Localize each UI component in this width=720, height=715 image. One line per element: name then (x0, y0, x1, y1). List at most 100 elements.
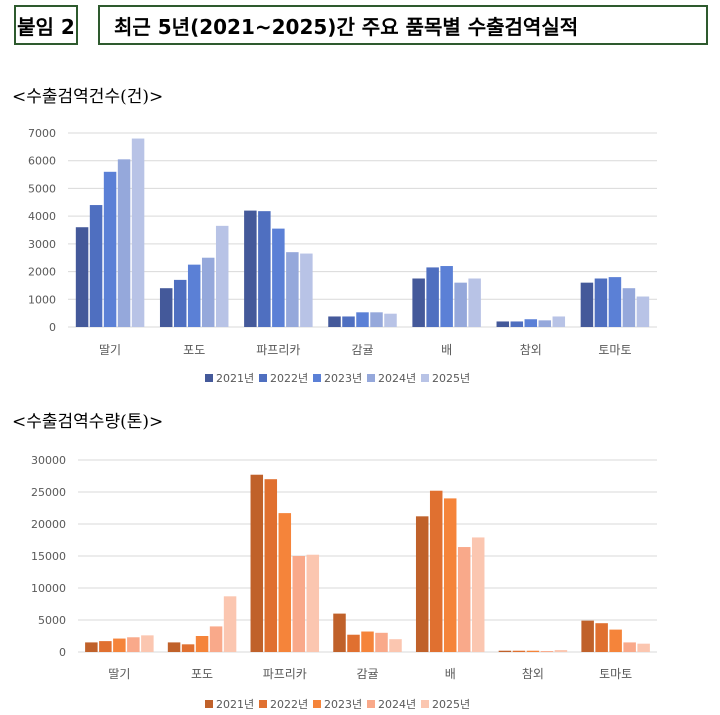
category-label: 딸기 (99, 343, 121, 357)
chart-export-inspection-count: 0 1000 2000 3000 4000 5000 6000 7000 딸기 포도 파프리카 감귤 배… (28, 127, 657, 385)
bar-2025년-딸기 (141, 635, 154, 652)
legend-swatch (313, 374, 321, 382)
category-label: 파프리카 (263, 667, 307, 681)
bar-2021년-포도 (167, 642, 181, 652)
bar-2021년-포도 (159, 288, 173, 327)
bar-2021년-파프리카 (244, 210, 257, 327)
bar-2023년-감귤 (356, 312, 369, 327)
y-tick-label: 4000 (28, 210, 56, 223)
bar-2025년-포도 (223, 596, 237, 652)
legend-swatch (367, 700, 375, 708)
category-label: 배 (445, 667, 456, 681)
bar-2023년-딸기 (113, 638, 126, 652)
bar-2023년-감귤 (361, 631, 374, 652)
bar-2022년-토마토 (595, 623, 608, 652)
y-tick-label: 10000 (31, 582, 66, 595)
bar-2022년-포도 (173, 279, 187, 327)
bar-2022년-감귤 (342, 316, 355, 327)
legend-label: 2023년 (324, 698, 362, 711)
y-tick-label: 3000 (28, 238, 56, 251)
y-tick-label: 6000 (28, 155, 56, 168)
y-tick-label: 1000 (28, 293, 56, 306)
y-tick-label: 15000 (31, 550, 66, 563)
chart1-title: <수출검역건수(건)> (12, 87, 164, 107)
bar-2022년-토마토 (594, 278, 608, 327)
bar-2024년-토마토 (623, 642, 636, 652)
legend-swatch (205, 700, 213, 708)
bar-2025년-배 (471, 537, 485, 652)
bar-2022년-포도 (181, 644, 195, 652)
bar-2023년-파프리카 (278, 513, 292, 652)
bar-2021년-감귤 (328, 316, 341, 327)
bar-2024년-감귤 (375, 632, 388, 652)
bar-2021년-딸기 (75, 227, 89, 327)
chart2-title: <수출검역수량(톤)> (12, 412, 164, 432)
category-label: 감귤 (351, 343, 373, 357)
page-title: 최근 5년(2021~2025)간 주요 품목별 수출검역실적 (98, 5, 708, 45)
bar-2025년-참외 (552, 316, 566, 327)
category-label: 포도 (183, 343, 205, 357)
category-label: 토마토 (599, 667, 632, 681)
bar-2024년-포도 (201, 257, 215, 327)
bar-2023년-참외 (524, 319, 538, 327)
y-tick-label: 7000 (28, 127, 56, 140)
bar-2021년-토마토 (581, 620, 594, 652)
bar-2024년-참외 (540, 651, 554, 652)
bar-2021년-참외 (498, 650, 512, 652)
bar-2023년-배 (443, 498, 457, 652)
bar-2022년-배 (429, 490, 443, 652)
bar-2022년-참외 (512, 650, 526, 652)
bar-2025년-파프리카 (306, 554, 320, 652)
bar-2021년-파프리카 (250, 474, 264, 652)
legend-swatch (421, 374, 429, 382)
bar-2025년-포도 (215, 225, 229, 327)
bar-2021년-토마토 (580, 282, 594, 327)
bar-2021년-배 (415, 516, 429, 652)
category-label: 배 (441, 343, 452, 357)
bar-2022년-배 (426, 267, 439, 327)
bar-2022년-딸기 (89, 205, 103, 327)
bar-2022년-참외 (510, 321, 524, 327)
category-label: 포도 (191, 667, 213, 681)
bar-2022년-딸기 (99, 641, 112, 652)
y-tick-label: 5000 (28, 182, 56, 195)
bar-2022년-감귤 (347, 634, 360, 652)
legend-swatch (421, 700, 429, 708)
attachment-badge: 붙임 2 (14, 5, 78, 45)
bar-2021년-배 (412, 278, 425, 327)
bar-2025년-파프리카 (300, 253, 313, 327)
bar-2021년-감귤 (333, 613, 346, 652)
legend-label: 2022년 (270, 372, 308, 385)
bar-2024년-포도 (209, 626, 223, 652)
legend-label: 2024년 (378, 698, 416, 711)
legend-label: 2023년 (324, 372, 362, 385)
legend-swatch (313, 700, 321, 708)
bar-2023년-배 (440, 266, 453, 327)
y-tick-label: 5000 (38, 614, 66, 627)
y-tick-label: 25000 (31, 486, 66, 499)
bar-2024년-감귤 (370, 312, 383, 327)
bar-2024년-배 (457, 547, 471, 652)
y-tick-label: 2000 (28, 266, 56, 279)
bar-2023년-참외 (526, 650, 540, 652)
bar-2025년-토마토 (636, 296, 650, 327)
bar-2024년-배 (454, 282, 467, 327)
bar-2025년-참외 (554, 650, 568, 652)
legend-swatch (259, 700, 267, 708)
bar-2022년-파프리카 (264, 479, 278, 652)
category-label: 토마토 (598, 343, 631, 357)
bar-2023년-딸기 (103, 171, 117, 327)
bar-2023년-파프리카 (272, 228, 285, 327)
legend-label: 2021년 (216, 372, 254, 385)
legend-label: 2025년 (432, 698, 470, 711)
y-tick-label: 0 (59, 646, 66, 659)
category-label: 감귤 (356, 667, 378, 681)
bar-2024년-참외 (538, 320, 552, 327)
category-label: 파프리카 (256, 343, 300, 357)
category-label: 참외 (520, 343, 542, 357)
legend-label: 2024년 (378, 372, 416, 385)
bar-2024년-토마토 (622, 288, 636, 327)
bar-2024년-딸기 (127, 637, 140, 652)
bar-2023년-토마토 (608, 277, 622, 327)
legend-label: 2025년 (432, 372, 470, 385)
